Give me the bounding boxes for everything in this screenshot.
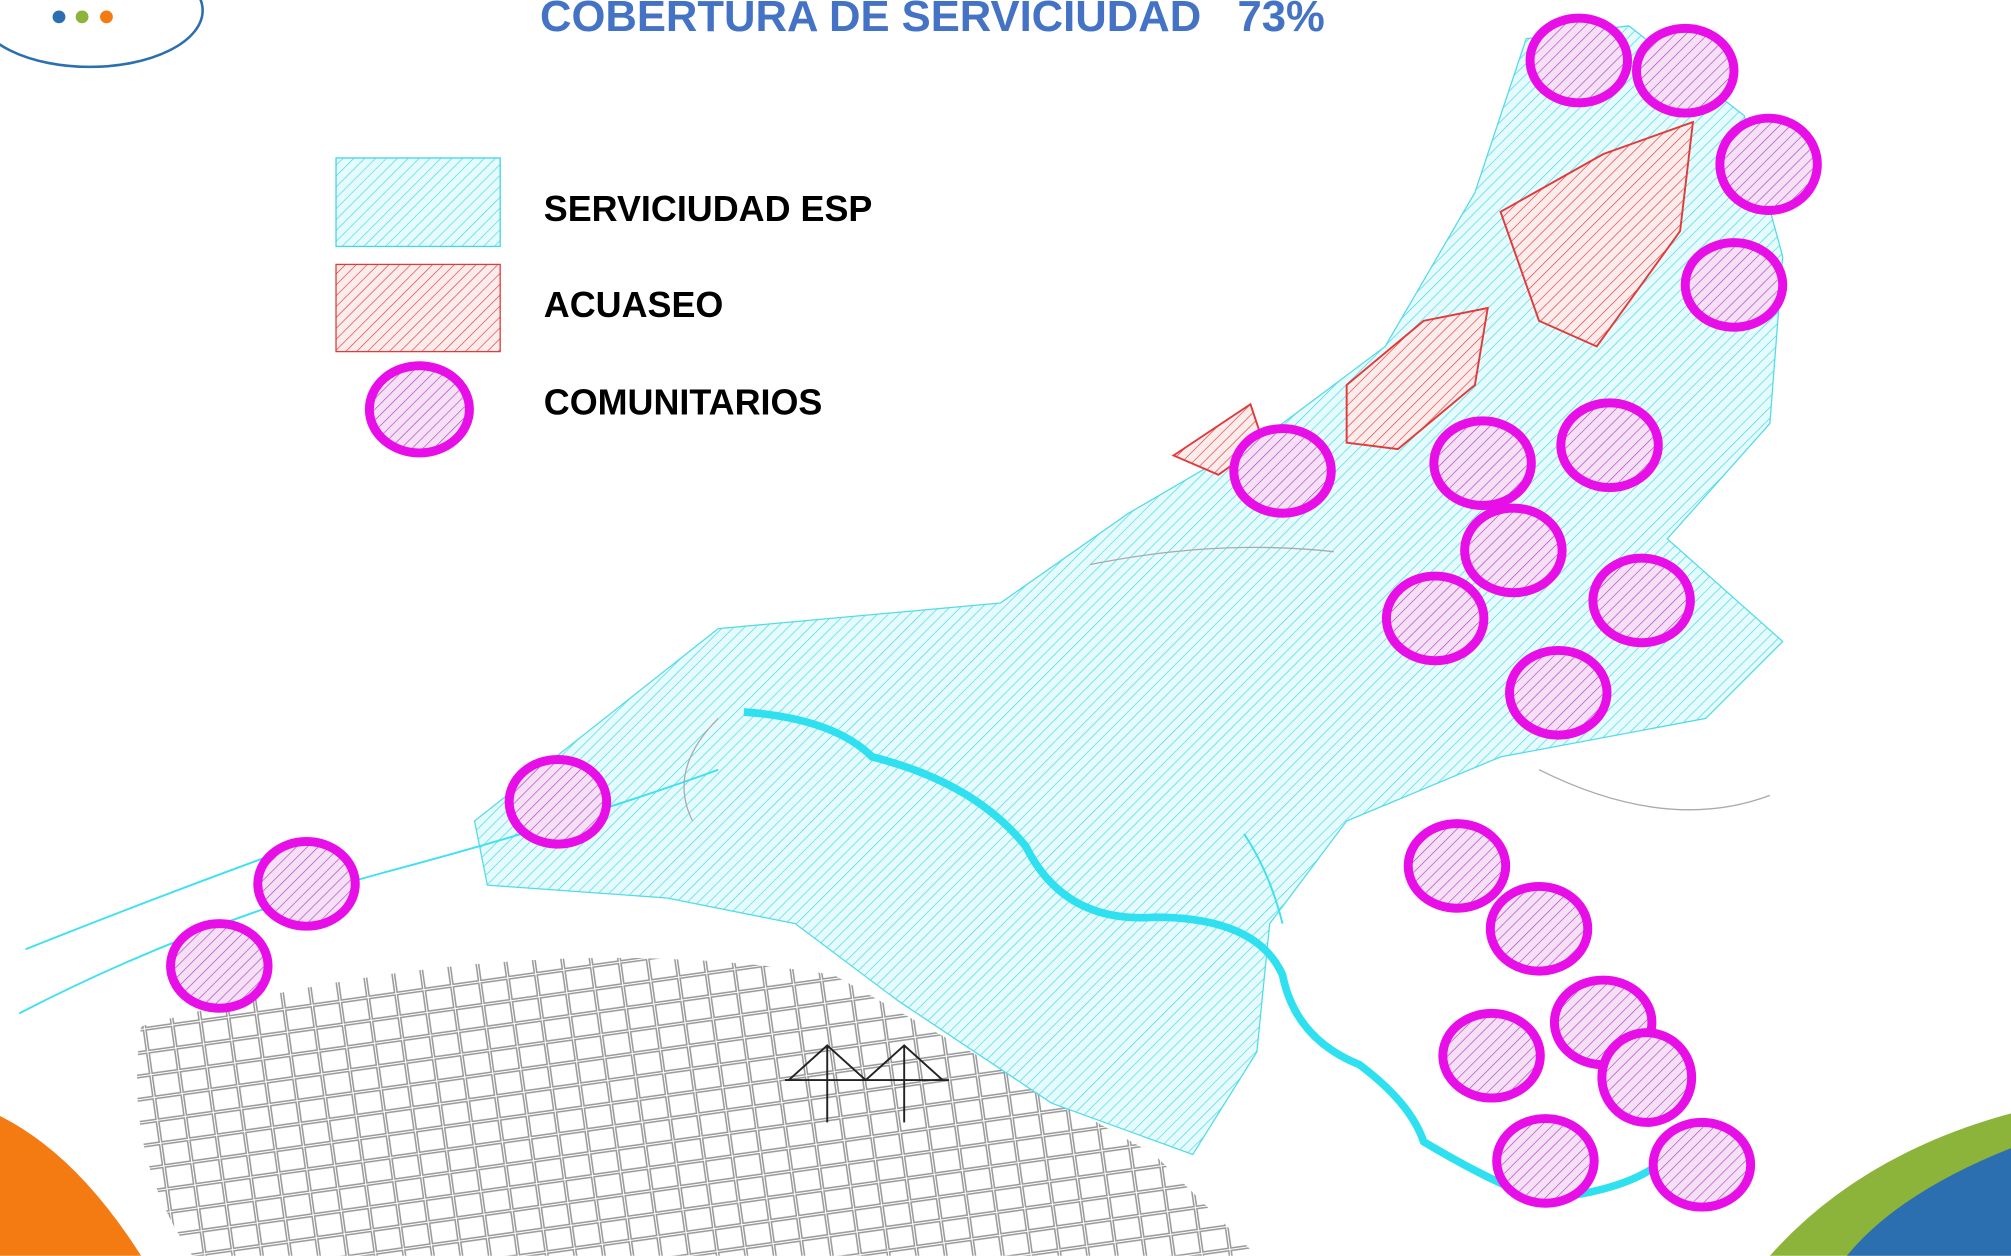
legend-label: COMUNITARIOS — [544, 381, 823, 422]
legend-swatch — [336, 158, 500, 246]
legend-label: ACUASEO — [544, 284, 724, 325]
slide: COBERTURA DE SERVICIUDAD 73% SERVICIUDAD… — [0, 0, 2011, 1256]
legend-swatch — [369, 366, 469, 453]
title: COBERTURA DE SERVICIUDAD 73% — [540, 0, 1325, 41]
legend: SERVICIUDAD ESP ACUASEO COMUNITARIOS — [336, 158, 872, 453]
legend-label: SERVICIUDAD ESP — [544, 188, 873, 229]
legend-swatch — [336, 264, 500, 351]
